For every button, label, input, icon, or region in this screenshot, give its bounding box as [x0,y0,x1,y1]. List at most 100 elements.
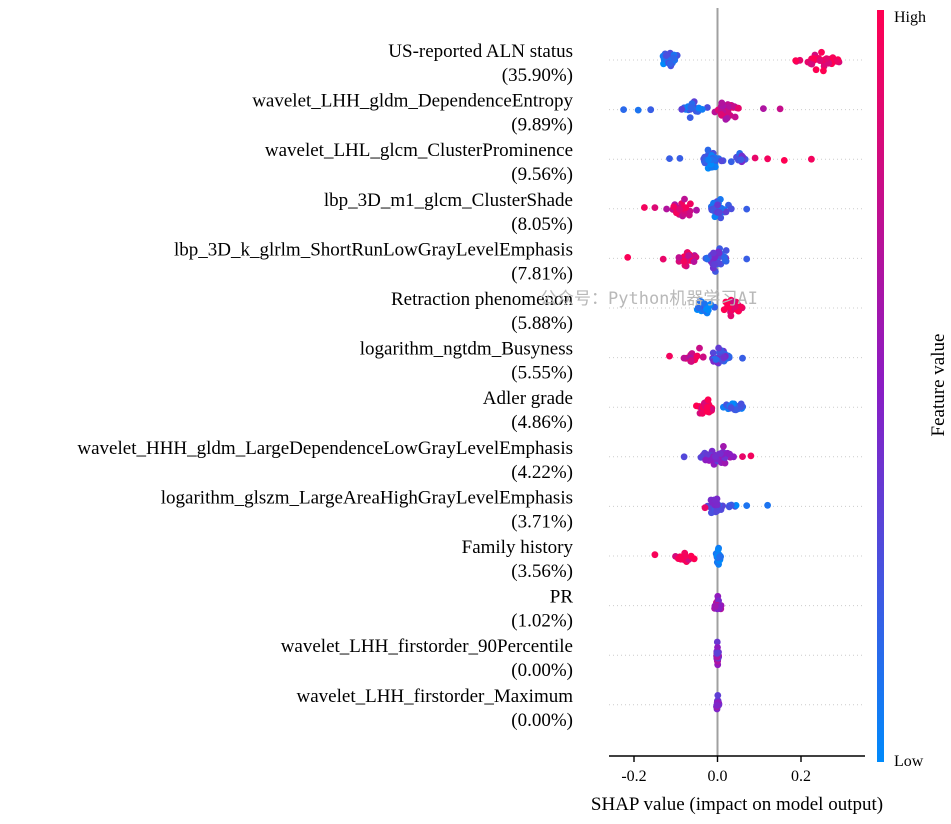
shap-point [705,156,712,164]
shap-point [818,48,825,56]
shap-point [717,506,725,513]
feature-importance: (0.00%) [511,660,573,681]
shap-point-outlier [624,254,632,261]
shap-point-outlier [760,105,767,112]
shap-point [676,205,683,213]
shap-point-outlier [666,352,673,360]
shap-point [706,301,714,309]
x-axis-label: SHAP value (impact on model output) [591,794,883,815]
feature-name: lbp_3D_k_glrlm_ShortRunLowGrayLevelEmpha… [174,239,573,260]
shap-point [722,115,730,123]
shap-point [737,156,745,164]
shap-point [714,692,722,699]
shap-point [727,404,735,411]
shap-point-outlier [743,502,751,509]
shap-point-outlier [808,155,815,163]
shap-point [693,206,700,214]
feature-importance: (9.89%) [511,115,573,136]
shap-point [682,204,690,212]
shap-point [727,158,735,166]
shap-point [704,396,712,404]
feature-importance: (3.71%) [511,511,573,532]
shap-point [710,249,717,257]
shap-point [716,553,723,561]
shap-point [721,459,729,467]
feature-importance: (4.86%) [511,412,573,433]
shap-point-outlier [651,204,659,212]
shap-point [696,344,703,352]
shap-point [726,450,733,458]
shap-point-outlier [764,501,771,509]
shap-point [720,354,728,362]
x-tick-label: 0.0 [708,768,728,785]
shap-point [724,108,732,115]
feature-name: logarithm_ngtdm_Busyness [360,339,573,360]
shap-point [703,451,711,458]
shap-point-outlier [751,154,759,162]
colorbar-gradient [877,10,884,762]
shap-point [703,403,711,411]
shap-point [690,258,698,265]
shap-point [735,104,742,112]
shap-point-outlier [666,155,673,163]
feature-name: lbp_3D_m1_glcm_ClusterShade [324,190,573,211]
shap-point-outlier [780,157,788,164]
shap-point [808,60,816,68]
shap-point [670,54,677,62]
shap-point [725,103,733,110]
shap-point-outlier [739,453,746,460]
shap-point [721,256,729,264]
x-tick-label: -0.2 [621,768,646,785]
shap-point [810,55,818,62]
shap-point-outlier [634,106,642,114]
shap-point [718,99,726,107]
feature-importance: (3.56%) [511,561,573,582]
shap-point [675,254,683,261]
shap-point [690,555,698,563]
shap-point [695,304,702,311]
shap-point [737,303,745,311]
feature-importance: (4.22%) [511,462,573,483]
shap-point [731,303,739,311]
feature-importance: (7.81%) [511,263,573,284]
feature-name: US-reported ALN status [388,41,573,62]
feature-rows: US-reported ALN status (35.90%) wavelet_LH… [77,41,865,731]
shap-point [717,111,725,118]
shap-point [727,205,735,213]
shap-point [713,650,721,657]
feature-importance: (5.88%) [511,313,573,334]
feature-name: Retraction phenomenon [391,289,574,310]
shap-point [687,357,695,365]
feature-name: logarithm_glszm_LargeAreaHighGrayLevelEm… [161,487,573,508]
shap-point-outlier [676,155,684,162]
shap-point-outlier [641,204,648,211]
shap-point [727,312,735,320]
feature-importance: (35.90%) [502,65,573,86]
shap-point [729,297,737,305]
shap-point [724,303,732,311]
shap-point [731,113,739,121]
shap-point [713,501,721,509]
shap-point [695,104,703,112]
shap-point [722,208,730,216]
shap-point [722,247,730,254]
colorbar: High Low Feature value [877,9,949,770]
shap-point-outlier [743,205,751,213]
shap-point-outlier [739,354,746,362]
x-axis: -0.2 0.0 0.2 [609,755,865,785]
shap-point [687,104,695,111]
shap-point [711,261,718,268]
shap-point [713,638,721,646]
feature-name: wavelet_LHH_firstorder_Maximum [297,686,574,707]
shap-point-outlier [659,255,667,263]
shap-point-outlier [651,551,659,559]
feature-name: wavelet_LHH_firstorder_90Percentile [281,636,573,657]
feature-name: wavelet_LHH_gldm_DependenceEntropy [252,91,573,112]
feature-importance: (0.00%) [511,710,573,731]
shap-point [714,201,721,209]
shap-point [680,257,688,265]
shap-point [670,203,678,211]
shap-point [704,104,711,111]
shap-point [678,105,686,113]
